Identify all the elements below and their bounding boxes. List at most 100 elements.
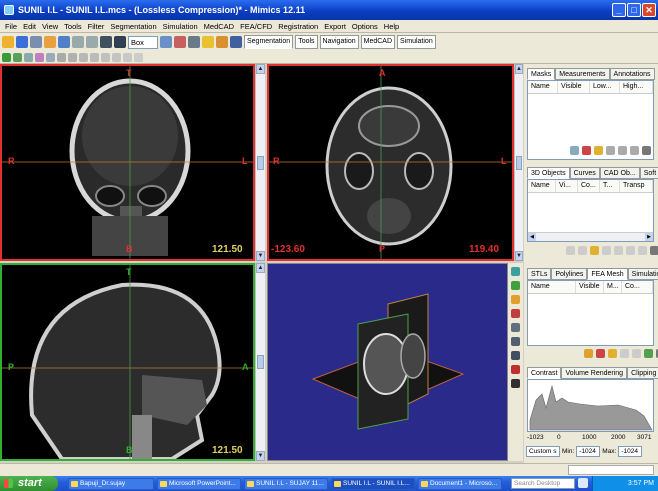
duplicate-icon[interactable] (594, 146, 603, 155)
taskbar-item[interactable]: Microsoft PowerPoint... (157, 477, 241, 490)
delete-icon[interactable] (578, 246, 587, 255)
col-low[interactable]: Low... (590, 81, 620, 93)
sagittal-scrollbar[interactable]: ▲ ▼ (255, 263, 265, 461)
objects-hscrollbar[interactable]: ◀ ▶ (528, 232, 653, 241)
tab-cad-objects[interactable]: CAD Ob... (599, 167, 640, 179)
cavity-fill-icon[interactable] (134, 52, 143, 62)
view-orient-icon[interactable] (511, 295, 520, 304)
max-input[interactable]: -1024 (618, 446, 643, 457)
scroll-thumb[interactable] (516, 156, 522, 170)
split-icon[interactable] (123, 52, 132, 62)
shape-select[interactable]: Box (128, 35, 158, 49)
edit-icon[interactable] (618, 146, 627, 155)
menu-registration[interactable]: Registration (278, 22, 319, 31)
delete-icon[interactable] (582, 146, 591, 155)
rotate-icon[interactable] (100, 36, 112, 48)
axial-scrollbar[interactable]: ▲ ▼ (514, 64, 523, 261)
tab-volume-rendering[interactable]: Volume Rendering (561, 367, 628, 379)
coronal-scrollbar[interactable]: ▲ ▼ (255, 64, 265, 261)
scroll-thumb[interactable] (257, 355, 264, 369)
tab-curves[interactable]: Curves (569, 167, 600, 179)
new-object-icon[interactable] (566, 246, 575, 255)
duplicate-icon[interactable] (590, 246, 599, 255)
rotate-3d-icon[interactable] (511, 323, 520, 332)
edit-mask-icon[interactable] (35, 52, 44, 62)
light-icon[interactable] (202, 36, 214, 48)
tab-navigation[interactable]: Navigation (319, 35, 359, 49)
view-reset-icon[interactable] (511, 309, 520, 318)
layout-icon[interactable] (230, 36, 242, 48)
tab-masks[interactable]: Masks (527, 68, 556, 80)
menu-help[interactable]: Help (383, 22, 400, 31)
open-folder-icon[interactable] (2, 36, 14, 48)
col-visible[interactable]: Visible (576, 281, 604, 293)
fill-icon[interactable] (79, 52, 88, 62)
properties-icon[interactable] (606, 146, 615, 155)
contrast-icon[interactable] (216, 36, 228, 48)
tab-polylines[interactable]: Polylines (551, 268, 588, 280)
tab-3d-objects[interactable]: 3D Objects (527, 167, 570, 179)
move-3d-icon[interactable] (511, 351, 520, 360)
move-icon[interactable] (626, 246, 635, 255)
col-color[interactable]: Co... (622, 281, 653, 293)
tab-segmentation[interactable]: Segmentation (244, 35, 294, 49)
start-button[interactable]: start (0, 476, 58, 491)
close-button[interactable]: ✕ (642, 3, 656, 17)
axial-view[interactable]: A P R L -123.60 119.40 (267, 64, 514, 261)
calculate-3d-icon[interactable] (90, 52, 99, 62)
col-name[interactable]: Name (528, 180, 556, 192)
tab-clipping[interactable]: Clipping (627, 367, 658, 379)
tab-measurements[interactable]: Measurements (555, 68, 610, 80)
tab-medcad[interactable]: MedCAD (360, 35, 396, 49)
taskbar-item[interactable]: SUNIL I.L - SUNIL I.L... (331, 477, 415, 490)
wrap-icon[interactable] (112, 52, 121, 62)
view-front-icon[interactable] (511, 281, 520, 290)
scroll-down-icon[interactable]: ▼ (256, 451, 265, 461)
tab-simulation[interactable]: Simulation (397, 35, 436, 49)
menu-tools[interactable]: Tools (64, 22, 82, 31)
menu-medcad[interactable]: MedCAD (203, 22, 235, 31)
col-material[interactable]: M... (604, 281, 622, 293)
menu-export[interactable]: Export (324, 22, 346, 31)
3d-view[interactable] (267, 263, 508, 461)
tab-fea-mesh[interactable]: FEA Mesh (587, 268, 628, 280)
minimize-button[interactable]: _ (612, 3, 626, 17)
contrast-preset-select[interactable]: Custom s (526, 446, 560, 457)
boolean-icon[interactable] (68, 52, 77, 62)
menu-edit[interactable]: Edit (23, 22, 37, 31)
col-transparency[interactable]: Transp (620, 180, 653, 192)
print-icon[interactable] (30, 36, 42, 48)
col-high[interactable]: High... (620, 81, 653, 93)
menu-options[interactable]: Options (351, 22, 378, 31)
menu-filter[interactable]: Filter (87, 22, 105, 31)
coronal-view[interactable]: T B R L 121.50 (0, 64, 255, 261)
taskbar-item[interactable]: Document1 - Microso... (418, 477, 502, 490)
pan-3d-icon[interactable] (511, 337, 520, 346)
project-icon[interactable] (58, 36, 70, 48)
new-mask-icon[interactable] (570, 146, 579, 155)
more-icon[interactable] (656, 349, 658, 358)
menu-simulation[interactable]: Simulation (162, 22, 198, 31)
scroll-up-icon[interactable]: ▲ (256, 263, 265, 273)
smooth-icon[interactable] (101, 52, 110, 62)
taskbar-item[interactable]: SUNIL I.L - SUJAY 11... (244, 477, 328, 490)
tab-annotations[interactable]: Annotations (609, 68, 655, 80)
pan-icon[interactable] (114, 36, 126, 48)
duplicate-icon[interactable] (608, 349, 617, 358)
region-grow-icon[interactable] (13, 52, 22, 62)
scroll-thumb[interactable] (257, 156, 264, 170)
load-stl-icon[interactable] (584, 349, 593, 358)
morphology-icon[interactable] (57, 52, 66, 62)
col-type[interactable]: T... (600, 180, 620, 192)
menu-fea-cfd[interactable]: FEA/CFD (240, 22, 273, 31)
tab-soft-tissue[interactable]: Soft tis... (639, 167, 658, 179)
menu-segmentation[interactable]: Segmentation (110, 22, 157, 31)
save-icon[interactable] (16, 36, 28, 48)
clip-icon[interactable] (511, 365, 520, 374)
scroll-right-icon[interactable]: ▶ (645, 233, 653, 241)
tab-tools[interactable]: Tools (295, 35, 318, 49)
col-name[interactable]: Name (528, 81, 558, 93)
zoom-icon[interactable] (160, 36, 172, 48)
col-name[interactable]: Name (528, 281, 576, 293)
properties-icon[interactable] (602, 246, 611, 255)
